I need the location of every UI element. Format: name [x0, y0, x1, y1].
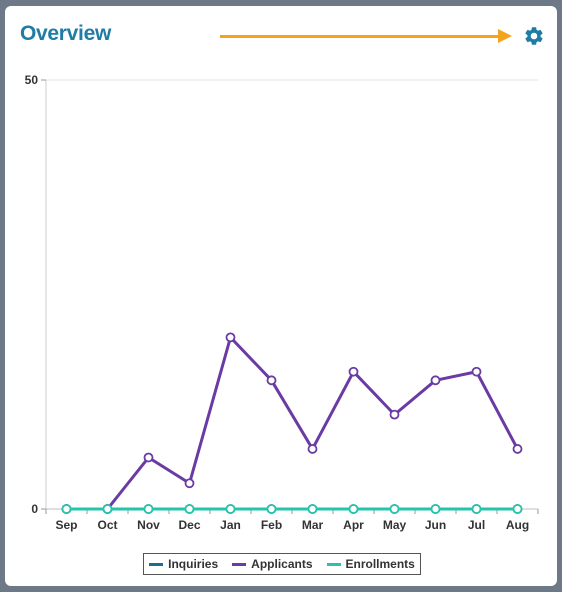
x-tick-label: Mar	[302, 518, 324, 532]
arrow-head-icon	[498, 29, 512, 43]
legend-item-enrollments[interactable]: Enrollments	[326, 557, 415, 571]
x-tick-label: Apr	[343, 518, 364, 532]
enrollments-data-point	[184, 504, 195, 514]
enrollments-data-point	[430, 504, 441, 514]
x-tick-label: Feb	[261, 518, 282, 532]
x-tick-label: Oct	[97, 518, 117, 532]
applicants-series-line	[66, 335, 519, 511]
applicants-data-point	[143, 452, 154, 463]
legend-swatch	[326, 562, 341, 566]
arrow-indicator	[220, 35, 500, 38]
page-title: Overview	[20, 22, 111, 45]
enrollments-data-point	[348, 504, 359, 514]
gear-icon[interactable]	[523, 25, 545, 47]
enrollments-data-point	[389, 504, 400, 514]
legend-label: Applicants	[251, 557, 313, 571]
applicants-data-point	[389, 409, 400, 420]
x-tick-label: May	[383, 518, 407, 532]
enrollments-data-point	[266, 504, 277, 514]
enrollments-data-point	[512, 504, 523, 514]
x-tick-label: Nov	[137, 518, 160, 532]
x-tick-label: Sep	[55, 518, 77, 532]
legend-swatch	[232, 562, 247, 566]
x-tick-label: Jun	[425, 518, 446, 532]
enrollments-data-point	[61, 504, 72, 514]
legend-label: Enrollments	[345, 557, 415, 571]
legend-label: Inquiries	[168, 557, 219, 571]
enrollments-data-point	[143, 504, 154, 514]
applicants-data-point	[512, 444, 523, 454]
applicants-data-point	[225, 332, 236, 343]
enrollments-data-point	[102, 504, 113, 514]
overview-card: Overview 0 50 Sep Oct Nov Dec Jan Feb Mar Apr May J…	[5, 6, 557, 586]
applicants-data-point	[266, 375, 277, 386]
applicants-data-point	[348, 366, 359, 377]
legend-item-applicants[interactable]: Applicants	[232, 557, 313, 571]
x-tick-label: Dec	[178, 518, 200, 532]
enrollments-data-point	[225, 504, 236, 514]
enrollments-data-point	[471, 504, 482, 514]
x-tick-label: Jul	[468, 518, 485, 532]
chart-legend: Inquiries Applicants Enrollments	[143, 553, 421, 575]
legend-item-inquiries[interactable]: Inquiries	[149, 557, 218, 571]
applicants-data-point	[471, 366, 482, 377]
applicants-data-point	[307, 444, 318, 454]
x-tick-label: Jan	[220, 518, 241, 532]
x-tick-label: Aug	[506, 518, 529, 532]
legend-swatch	[149, 562, 164, 566]
enrollments-data-point	[307, 504, 318, 514]
y-tick-label: 50	[25, 73, 39, 87]
line-chart: 0 50 Sep Oct Nov Dec Jan Feb Mar Apr May Jun Jul Aug	[25, 73, 539, 532]
y-tick-label: 0	[31, 502, 38, 516]
applicants-data-point	[184, 478, 195, 489]
applicants-data-point	[430, 375, 441, 386]
